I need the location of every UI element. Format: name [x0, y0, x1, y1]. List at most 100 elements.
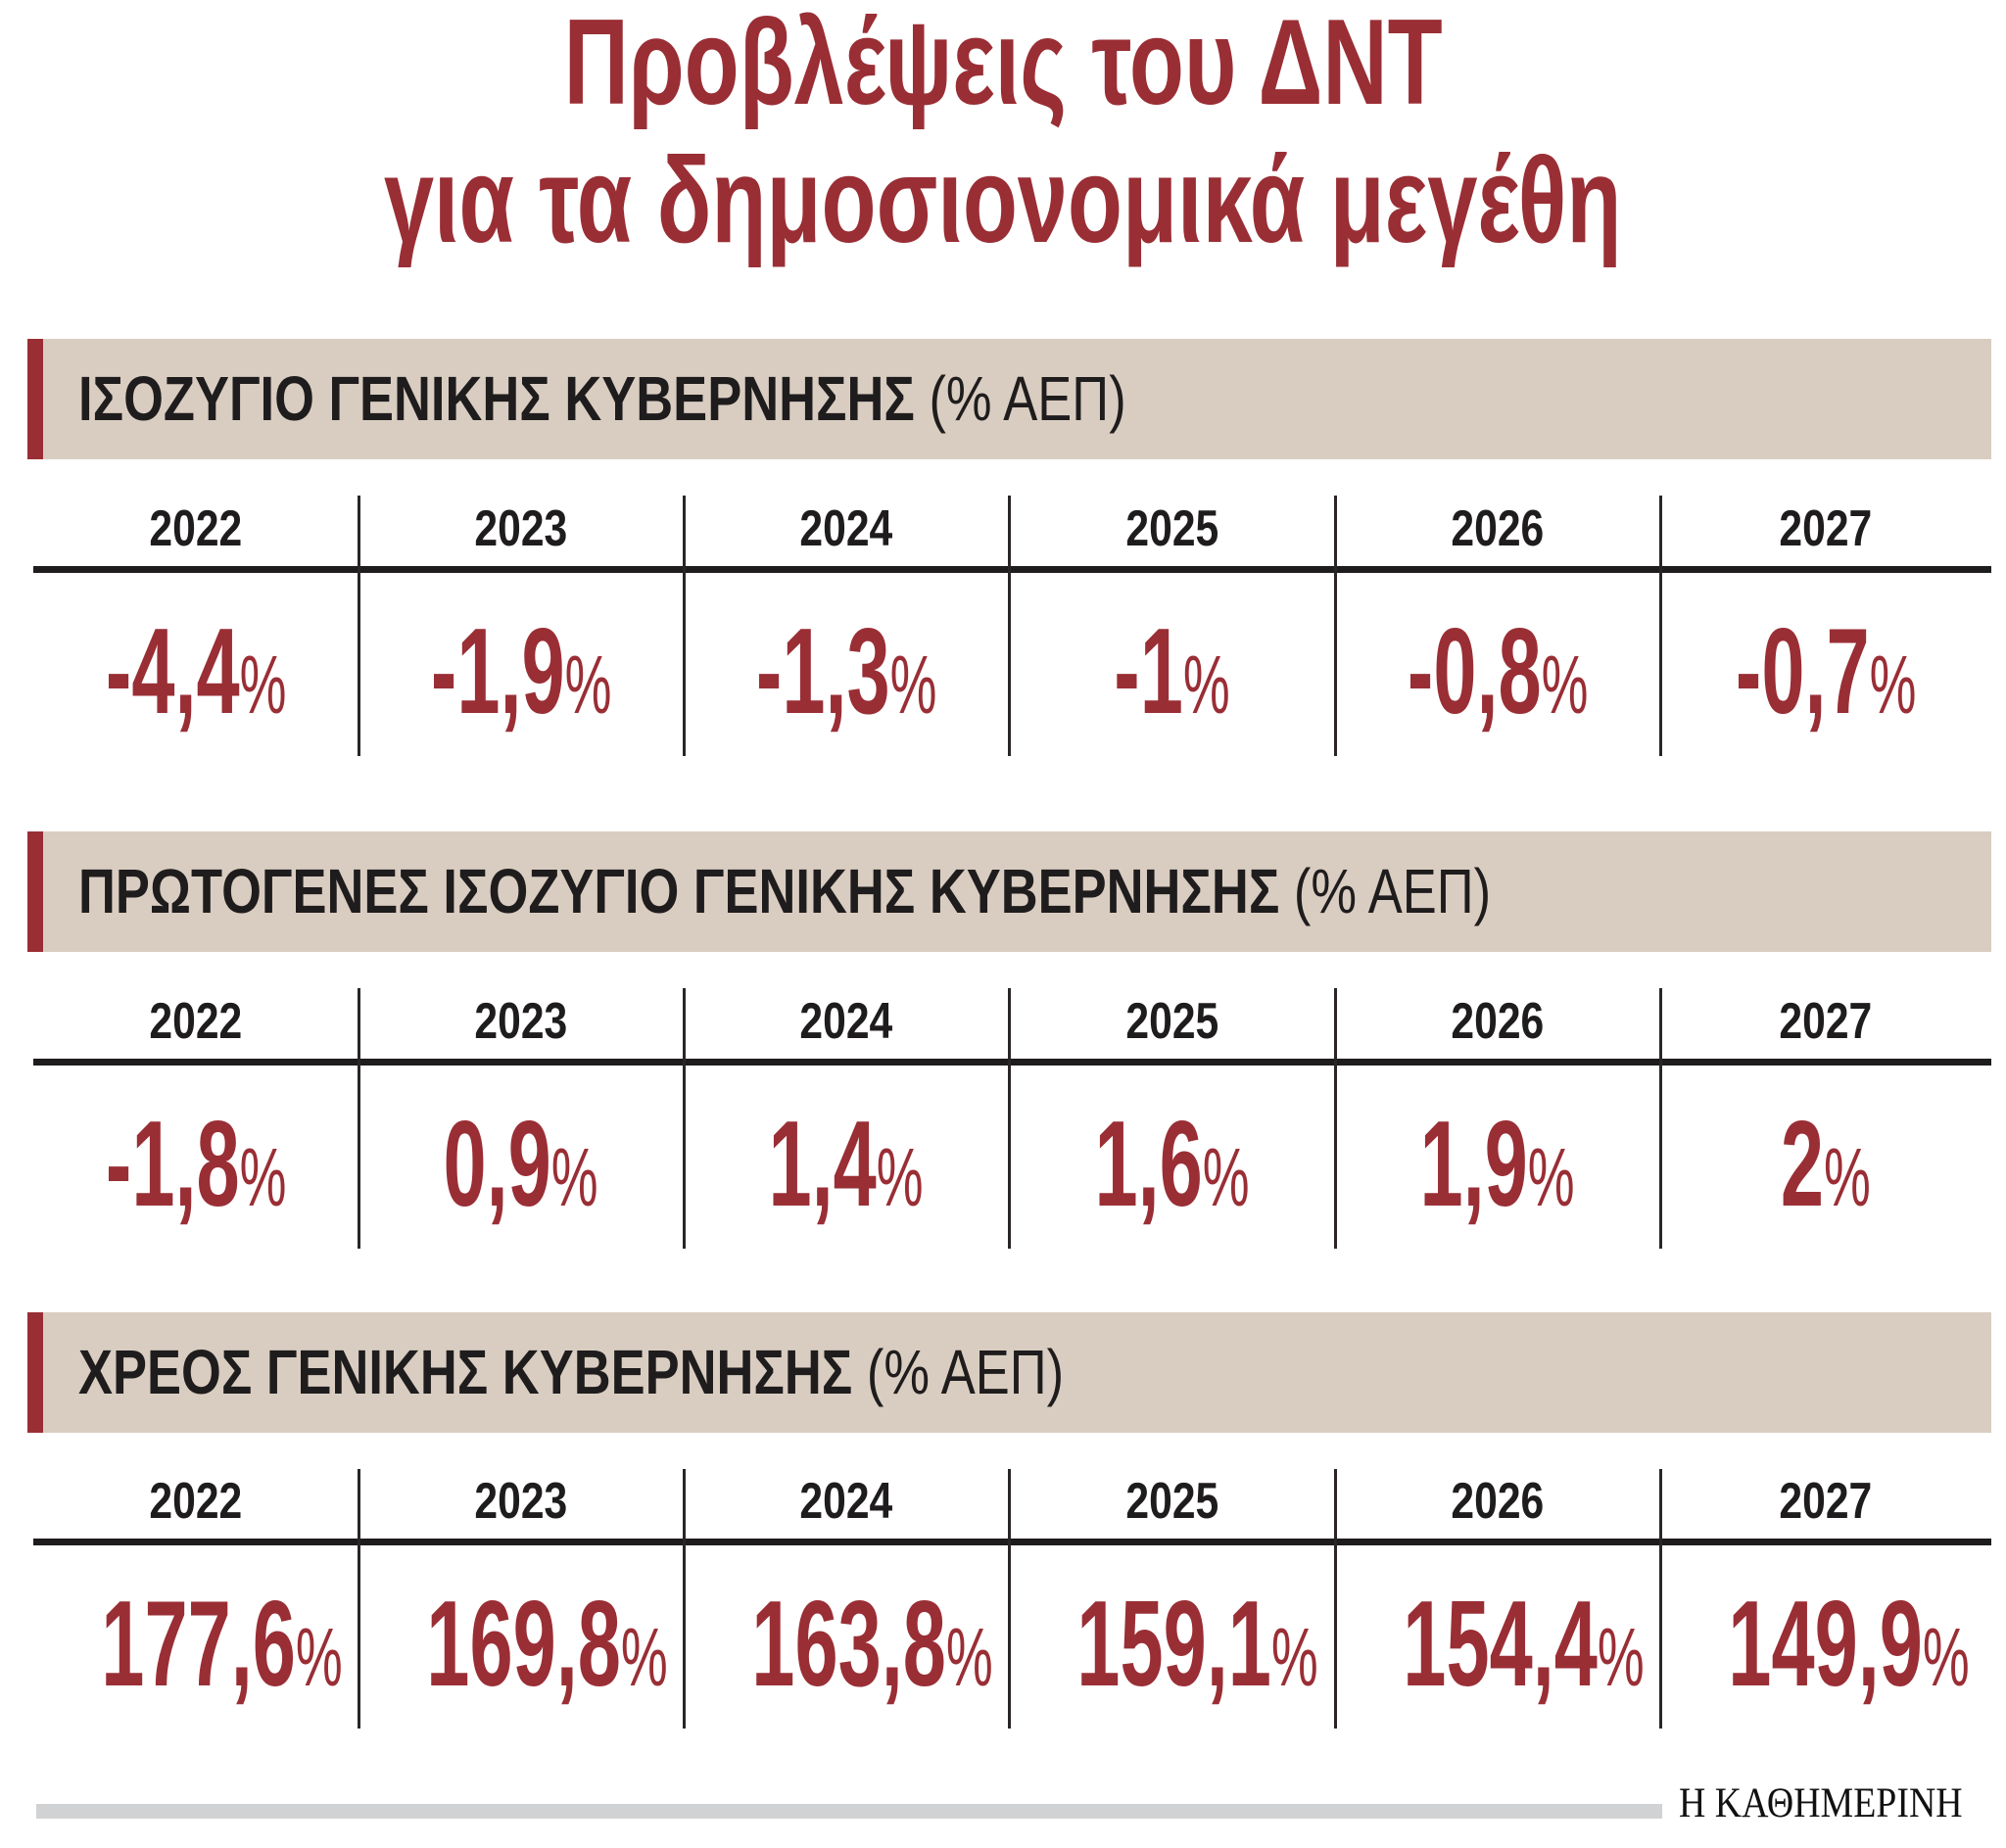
column-divider — [1659, 988, 1662, 1249]
value-cell: -1,9% — [358, 611, 684, 745]
year-label: 2022 — [33, 996, 358, 1047]
value: -4,4% — [106, 611, 287, 745]
section-unit: (% ΑΕΠ) — [866, 1337, 1065, 1407]
value-number: 1,9 — [1419, 1097, 1529, 1232]
column-divider — [683, 1469, 686, 1729]
value-cell: -1% — [1009, 611, 1335, 745]
value: 154,4% — [1403, 1584, 1644, 1718]
percent-sign: % — [1824, 1131, 1871, 1223]
year-label: 2026 — [1335, 996, 1660, 1047]
value-cell: 1,4% — [684, 1104, 1009, 1238]
column-divider — [1008, 496, 1011, 756]
value-number: -0,7 — [1735, 604, 1870, 739]
percent-sign: % — [877, 1131, 925, 1223]
value-cell: 1,6% — [1009, 1104, 1335, 1238]
year-label: 2027 — [1660, 1476, 1991, 1527]
value: -0,7% — [1736, 611, 1917, 745]
year-label: 2022 — [33, 503, 358, 554]
section-title-text: ΠΡΩΤΟΓΕΝΕΣ ΙΣΟΖΥΓΙΟ ΓΕΝΙΚΗΣ ΚΥΒΕΡΝΗΣΗΣ — [78, 856, 1280, 926]
value-cell: -1,8% — [33, 1104, 358, 1238]
year-label: 2023 — [358, 1476, 684, 1527]
column-divider — [358, 988, 360, 1249]
year-label: 2026 — [1335, 503, 1660, 554]
header-rule — [33, 1539, 1991, 1545]
percent-sign: % — [1182, 639, 1230, 731]
value-cell: -1,3% — [684, 611, 1009, 745]
year-text: 2027 — [1779, 500, 1873, 557]
value-number: 0,9 — [443, 1097, 552, 1232]
value-cell: -0,7% — [1660, 611, 1991, 745]
year-text: 2022 — [149, 993, 243, 1050]
footer-divider — [36, 1804, 1662, 1819]
year-label: 2025 — [1009, 1476, 1335, 1527]
year-text: 2024 — [799, 500, 893, 557]
value-cell: 159,1% — [1009, 1584, 1335, 1718]
value: 177,6% — [101, 1584, 342, 1718]
year-text: 2027 — [1779, 993, 1873, 1050]
year-text: 2023 — [474, 1473, 568, 1530]
year-text: 2026 — [1451, 500, 1545, 557]
section-header-bar: ΙΣΟΖΥΓΙΟ ΓΕΝΙΚΗΣ ΚΥΒΕΡΝΗΣΗΣ (% ΑΕΠ) — [27, 339, 1991, 459]
value-number: 159,1 — [1076, 1577, 1271, 1712]
percent-sign: % — [889, 639, 937, 731]
section-title-text: ΙΣΟΖΥΓΙΟ ΓΕΝΙΚΗΣ ΚΥΒΕΡΝΗΣΗΣ — [78, 363, 915, 434]
percent-sign: % — [1597, 1611, 1645, 1703]
value-cell: 154,4% — [1335, 1584, 1660, 1718]
year-label: 2025 — [1009, 996, 1335, 1047]
value: 2% — [1781, 1104, 1871, 1238]
percent-sign: % — [564, 639, 612, 731]
value: -1% — [1114, 611, 1229, 745]
year-text: 2027 — [1779, 1473, 1873, 1530]
value-number: 1,4 — [768, 1097, 878, 1232]
value: 1,4% — [769, 1104, 924, 1238]
percent-sign: % — [1202, 1131, 1250, 1223]
column-divider — [683, 496, 686, 756]
section-title: ΙΣΟΖΥΓΙΟ ΓΕΝΙΚΗΣ ΚΥΒΕΡΝΗΣΗΣ (% ΑΕΠ) — [78, 339, 1126, 459]
year-label: 2027 — [1660, 503, 1991, 554]
year-text: 2026 — [1451, 993, 1545, 1050]
year-label: 2024 — [684, 1476, 1009, 1527]
value-cell: 0,9% — [358, 1104, 684, 1238]
percent-sign: % — [551, 1131, 599, 1223]
accent-strip — [27, 1312, 43, 1433]
value: -0,8% — [1408, 611, 1589, 745]
year-label: 2024 — [684, 996, 1009, 1047]
percent-sign: % — [239, 1131, 287, 1223]
value-number: -4,4 — [105, 604, 240, 739]
section-title: ΧΡΕΟΣ ΓΕΝΙΚΗΣ ΚΥΒΕΡΝΗΣΗΣ (% ΑΕΠ) — [78, 1312, 1064, 1433]
accent-strip — [27, 831, 43, 952]
percent-sign: % — [1528, 1131, 1576, 1223]
column-divider — [683, 988, 686, 1249]
percent-sign: % — [295, 1611, 343, 1703]
section-title-text: ΧΡΕΟΣ ΓΕΝΙΚΗΣ ΚΥΒΕΡΝΗΣΗΣ — [78, 1337, 853, 1407]
value-cell: 163,8% — [684, 1584, 1009, 1718]
column-divider — [1334, 988, 1337, 1249]
year-text: 2023 — [474, 993, 568, 1050]
column-divider — [358, 496, 360, 756]
section-unit: (% ΑΕΠ) — [1293, 856, 1492, 926]
year-label: 2025 — [1009, 503, 1335, 554]
value-number: 2 — [1781, 1097, 1825, 1232]
value-number: -1,9 — [430, 604, 565, 739]
year-text: 2026 — [1451, 1473, 1545, 1530]
value-number: 154,4 — [1403, 1577, 1598, 1712]
value: 1,9% — [1420, 1104, 1575, 1238]
value-number: 163,8 — [751, 1577, 946, 1712]
value-number: -1,3 — [755, 604, 890, 739]
value-cell: -0,8% — [1335, 611, 1660, 745]
value-number: 149,9 — [1728, 1577, 1923, 1712]
year-text: 2022 — [149, 500, 243, 557]
title-text-2: για τα δημοσιονομικά μεγέθη — [384, 133, 1622, 268]
section-header-bar: ΧΡΕΟΣ ΓΕΝΙΚΗΣ ΚΥΒΕΡΝΗΣΗΣ (% ΑΕΠ) — [27, 1312, 1991, 1433]
year-text: 2024 — [799, 1473, 893, 1530]
section-header-bar: ΠΡΩΤΟΓΕΝΕΣ ΙΣΟΖΥΓΙΟ ΓΕΝΙΚΗΣ ΚΥΒΕΡΝΗΣΗΣ (… — [27, 831, 1991, 952]
column-divider — [1659, 1469, 1662, 1729]
section-title: ΠΡΩΤΟΓΕΝΕΣ ΙΣΟΖΥΓΙΟ ΓΕΝΙΚΗΣ ΚΥΒΕΡΝΗΣΗΣ (… — [78, 831, 1491, 952]
value-number: -1,8 — [105, 1097, 240, 1232]
publisher-logo: Η ΚΑΘΗΜΕΡΙΝΗ — [1679, 1780, 1963, 1826]
year-label: 2026 — [1335, 1476, 1660, 1527]
year-label: 2023 — [358, 503, 684, 554]
value-cell: 177,6% — [33, 1584, 358, 1718]
percent-sign: % — [1270, 1611, 1318, 1703]
column-divider — [1008, 988, 1011, 1249]
